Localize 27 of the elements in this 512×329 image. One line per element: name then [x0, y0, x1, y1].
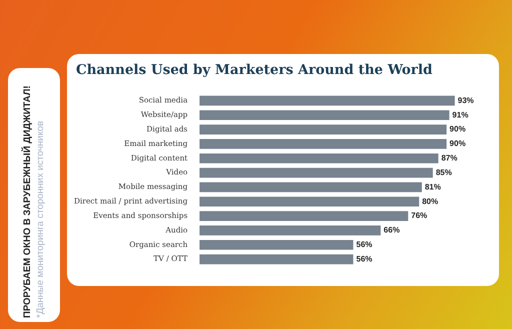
bar	[200, 124, 447, 134]
bar	[200, 182, 422, 192]
data-label: 80%	[422, 196, 438, 206]
data-label: 56%	[356, 254, 372, 264]
bar	[200, 168, 433, 178]
bar	[200, 96, 455, 106]
bar	[200, 226, 381, 236]
bar	[200, 254, 354, 264]
bar	[200, 153, 438, 164]
data-label: 87%	[441, 154, 458, 163]
bar	[200, 240, 354, 250]
chart-title: Channels Used by Marketers Around the World	[76, 62, 432, 78]
data-label: 66%	[384, 226, 400, 235]
data-label: 90%	[450, 139, 466, 148]
data-label: 85%	[436, 168, 452, 177]
bar	[200, 211, 408, 221]
text: *Данные мониторинга сторонних источников	[35, 120, 46, 318]
bar	[200, 139, 447, 149]
data-label: 76%	[411, 211, 428, 220]
data-label: 81%	[424, 182, 441, 192]
data-label: 56%	[356, 240, 372, 250]
data-label: 93%	[458, 96, 474, 105]
bar	[200, 110, 450, 120]
data-label: 90%	[450, 124, 466, 134]
data-label: 91%	[452, 110, 468, 120]
text: ПРОРУБАЕМ ОКНО В ЗАРУБЕЖНЫЙ ДИДЖИТАЛ!	[22, 86, 33, 318]
bar	[200, 196, 420, 207]
